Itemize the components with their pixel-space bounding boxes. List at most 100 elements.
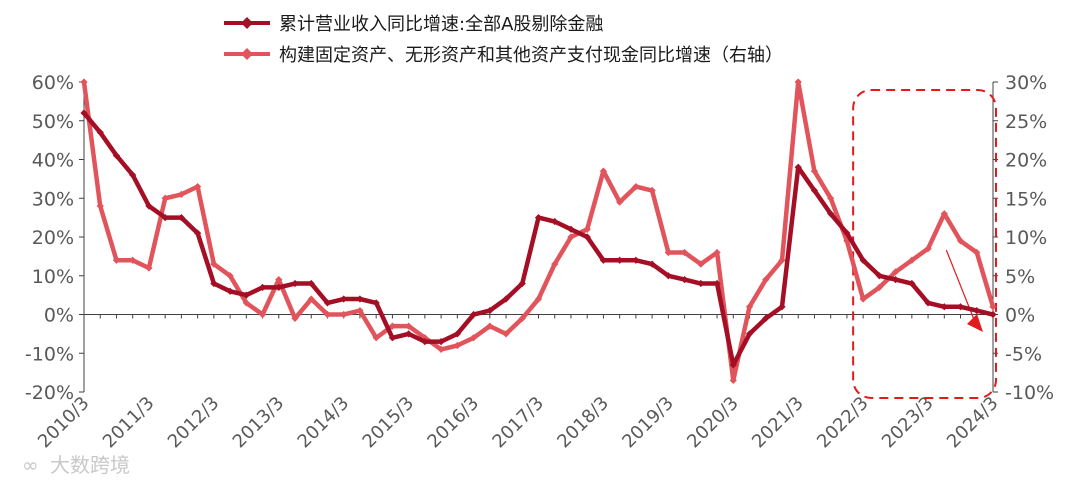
data-point xyxy=(583,225,591,233)
left-tick-label: 60% xyxy=(32,72,74,94)
legend-label-capex: 构建固定资产、无形资产和其他资产支付现金同比增速（右轴） xyxy=(279,45,783,66)
data-point xyxy=(258,283,267,291)
data-point xyxy=(859,295,867,303)
data-point xyxy=(161,194,169,202)
data-point xyxy=(518,279,526,288)
watermark: ∞ 大数跨境 xyxy=(22,453,130,477)
data-point xyxy=(291,314,299,322)
x-tick-label: 2016/3 xyxy=(423,393,483,453)
data-point xyxy=(356,295,364,303)
data-point xyxy=(437,345,445,353)
x-tick-label: 2021/3 xyxy=(748,393,808,453)
data-point xyxy=(908,279,916,288)
data-point xyxy=(340,310,348,319)
data-point xyxy=(827,194,835,202)
data-point xyxy=(632,183,640,191)
data-point xyxy=(453,330,461,338)
data-point xyxy=(469,310,478,319)
right-tick-label: 20% xyxy=(1005,150,1047,172)
data-point xyxy=(80,109,88,117)
data-point xyxy=(194,183,202,191)
data-point xyxy=(469,334,478,342)
data-point xyxy=(762,276,770,284)
data-point xyxy=(616,256,624,264)
legend-item-capex: 构建固定资产、无形资产和其他资产支付现金同比增速（右轴） xyxy=(224,45,783,66)
data-point xyxy=(242,299,250,307)
data-point xyxy=(648,186,656,195)
data-point xyxy=(226,272,234,280)
right-tick-label: -10% xyxy=(1005,382,1054,404)
data-point xyxy=(680,276,689,284)
data-point xyxy=(697,260,705,268)
data-point xyxy=(778,256,786,264)
data-point xyxy=(129,171,137,179)
data-point xyxy=(664,248,672,257)
data-point xyxy=(275,283,283,291)
data-point xyxy=(745,330,754,338)
x-tick-label: 2024/3 xyxy=(943,393,1003,453)
data-point xyxy=(275,276,283,284)
data-point xyxy=(664,272,672,280)
data-point xyxy=(307,279,315,288)
data-point xyxy=(583,233,591,241)
trend-arrow-head xyxy=(967,314,983,332)
data-point xyxy=(973,248,981,257)
data-point xyxy=(356,307,364,315)
data-point xyxy=(859,256,867,264)
data-point xyxy=(307,295,315,303)
data-point xyxy=(421,338,429,346)
data-point xyxy=(323,299,332,307)
data-point xyxy=(778,303,786,311)
x-tick-label: 2011/3 xyxy=(99,393,159,453)
left-tick-label: 50% xyxy=(32,111,74,133)
data-point xyxy=(96,128,104,136)
data-point xyxy=(242,291,250,299)
left-tick-label: 10% xyxy=(32,266,74,288)
series-line xyxy=(82,111,994,368)
data-point xyxy=(210,260,218,268)
data-point xyxy=(680,248,689,257)
data-point xyxy=(453,341,461,350)
data-point xyxy=(486,307,494,315)
data-point xyxy=(372,299,380,307)
data-point xyxy=(486,322,494,330)
data-point xyxy=(551,260,559,268)
data-point xyxy=(924,299,932,307)
data-point xyxy=(112,152,121,160)
x-tick-label: 2019/3 xyxy=(618,393,678,453)
data-point xyxy=(892,276,900,284)
data-point xyxy=(616,198,624,206)
left-tick-label: 30% xyxy=(32,188,74,210)
data-point xyxy=(534,295,543,303)
data-point xyxy=(323,310,332,319)
left-tick-label: 0% xyxy=(44,305,74,327)
data-point xyxy=(567,225,575,233)
data-point xyxy=(745,303,754,311)
series-capex xyxy=(80,78,997,384)
data-point xyxy=(875,283,883,291)
data-point xyxy=(437,338,445,346)
data-point xyxy=(648,260,656,268)
data-point xyxy=(80,78,88,86)
x-tick-label: 2020/3 xyxy=(683,393,743,453)
data-point xyxy=(145,202,153,210)
x-tick-label: 2015/3 xyxy=(359,393,419,453)
right-tick-label: 0% xyxy=(1005,305,1035,327)
right-tick-label: 15% xyxy=(1005,188,1047,210)
data-point xyxy=(827,210,835,218)
left-tick-label: 40% xyxy=(32,150,74,172)
data-point xyxy=(713,248,721,257)
data-point xyxy=(405,330,413,338)
data-point xyxy=(794,163,802,171)
data-point xyxy=(940,210,948,218)
series-line xyxy=(81,79,996,383)
left-tick-label: -20% xyxy=(25,382,74,404)
data-point xyxy=(729,361,737,369)
watermark-text: 大数跨境 xyxy=(50,453,130,477)
x-tick-label: 2012/3 xyxy=(164,393,224,453)
data-point xyxy=(405,322,413,330)
data-point xyxy=(599,256,608,264)
x-tick-label: 2022/3 xyxy=(813,393,873,453)
data-point xyxy=(145,264,153,272)
